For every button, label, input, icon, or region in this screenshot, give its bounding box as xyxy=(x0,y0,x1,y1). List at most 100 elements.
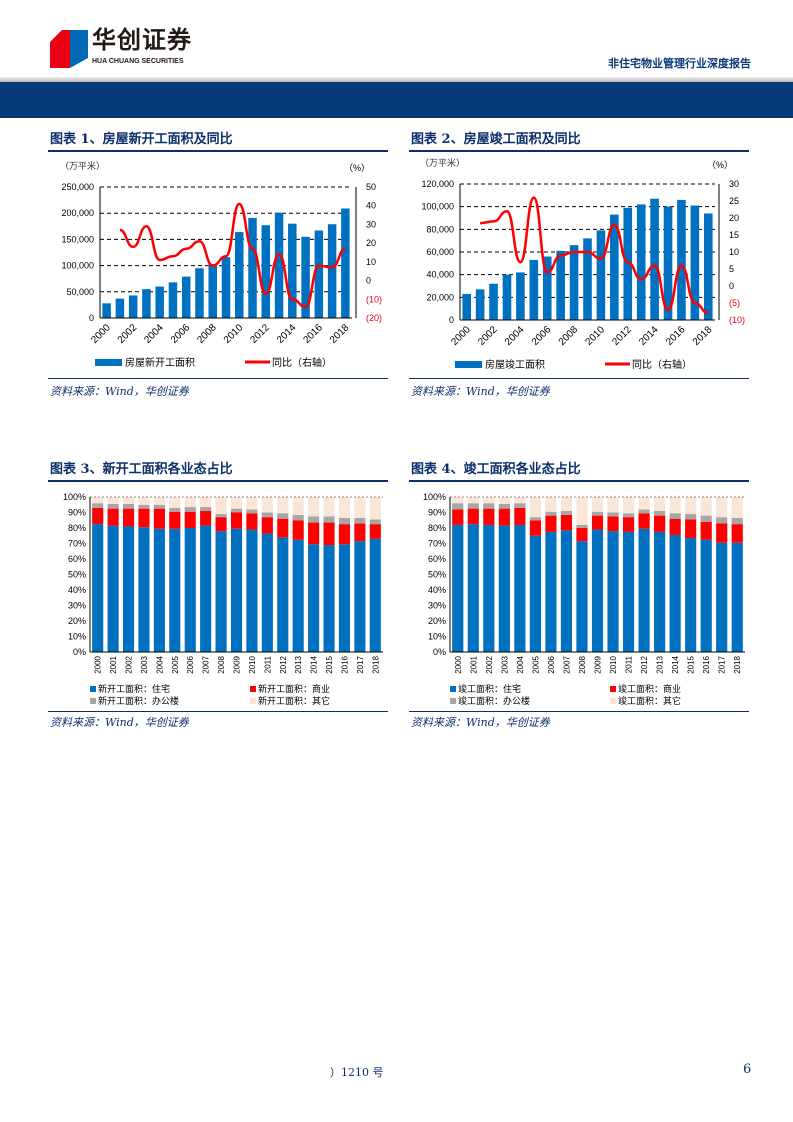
stack-segment xyxy=(452,509,464,525)
stack-segment xyxy=(200,510,212,526)
y-tick-label: 100% xyxy=(423,492,446,502)
x-tick-label: 2007 xyxy=(562,655,571,673)
stack-segment xyxy=(261,497,273,513)
y-tick-label: 10% xyxy=(68,632,86,642)
stack-segment xyxy=(545,511,557,516)
stack-segment xyxy=(607,531,619,652)
x-tick-label: 2018 xyxy=(328,322,352,346)
left-tick-label: 100,000 xyxy=(421,202,454,212)
bar xyxy=(596,230,606,320)
stack-segment xyxy=(354,541,366,652)
stack-segment xyxy=(700,515,712,522)
bar xyxy=(663,206,673,320)
stack-segment xyxy=(369,538,381,652)
stack-segment xyxy=(369,497,381,520)
divider xyxy=(48,711,388,712)
stack-segment xyxy=(338,544,350,652)
stack-segment xyxy=(483,524,495,652)
y-tick-label: 100% xyxy=(63,492,86,502)
stack-segment xyxy=(184,507,196,512)
x-tick-label: 2012 xyxy=(640,655,649,673)
right-axis-unit: （%） xyxy=(344,163,370,173)
bar xyxy=(301,236,310,318)
x-tick-label: 2014 xyxy=(310,655,319,673)
x-tick-label: 2002 xyxy=(116,322,140,346)
stack-segment xyxy=(483,497,495,504)
logo-text: 华创证券 xyxy=(92,26,192,54)
bar xyxy=(703,213,713,320)
y-tick-label: 80% xyxy=(68,523,86,533)
header-band xyxy=(0,82,793,118)
stack-segment xyxy=(529,517,541,521)
legend-swatch xyxy=(450,698,456,704)
stack-segment xyxy=(184,497,196,508)
bar xyxy=(208,264,217,318)
y-tick-label: 30% xyxy=(428,601,446,611)
bar xyxy=(475,289,485,320)
stack-segment xyxy=(731,517,743,525)
stack-segment xyxy=(92,497,104,504)
x-tick-label: 2003 xyxy=(140,655,149,673)
chart-1-title: 图表 1、房屋新开工面积及同比 xyxy=(50,132,233,147)
x-tick-label: 2013 xyxy=(656,655,665,673)
bar xyxy=(569,245,579,320)
y-tick-label: 80% xyxy=(428,523,446,533)
x-tick-label: 2008 xyxy=(578,655,587,673)
stack-segment xyxy=(369,524,381,539)
x-tick-label: 2002 xyxy=(476,324,500,348)
stack-segment xyxy=(467,503,479,509)
stack-segment xyxy=(731,542,743,652)
x-tick-label: 2001 xyxy=(109,655,118,673)
stack-segment xyxy=(107,497,119,504)
stack-segment xyxy=(261,512,273,518)
page-number: 6 xyxy=(743,1062,752,1077)
left-tick-label: 80,000 xyxy=(426,224,454,234)
chart-3: 0% 10% 20% 30% 40% 50% 60% 70% 80% 90% 100% 2000 200… xyxy=(63,492,383,706)
legend-label: 新开工面积：商业 xyxy=(258,683,330,694)
bar xyxy=(327,224,337,318)
stack-segment xyxy=(498,503,510,509)
stack-segment xyxy=(184,511,196,528)
report-title: 非住宅物业管理行业深度报告 xyxy=(608,57,751,70)
x-tick-label: 2004 xyxy=(503,324,527,348)
legend-bar-swatch xyxy=(455,361,482,368)
legend-label: 竣工面积：住宅 xyxy=(458,683,521,694)
x-tick-label: 2014 xyxy=(637,324,661,348)
stack-segment xyxy=(638,513,650,529)
stack-segment xyxy=(323,522,335,546)
bar xyxy=(155,286,164,318)
stack-segment xyxy=(452,524,464,652)
stack-segment xyxy=(591,529,604,652)
y-tick-label: 60% xyxy=(428,554,446,564)
y-tick-label: 40% xyxy=(68,585,86,595)
x-tick-label: 2016 xyxy=(340,655,349,673)
legend-swatch xyxy=(450,686,456,692)
left-tick-label: 150,000 xyxy=(61,234,94,244)
bar xyxy=(142,289,151,318)
stack-segment xyxy=(622,531,635,652)
bar xyxy=(261,225,271,318)
bar xyxy=(556,250,565,320)
right-tick-label: 10 xyxy=(729,247,739,257)
stack-segment xyxy=(654,497,666,511)
x-tick-label: 2018 xyxy=(691,324,715,348)
stack-segment xyxy=(576,528,588,542)
stack-segment xyxy=(200,507,212,511)
stack-segment xyxy=(369,519,381,525)
x-tick-label: 2006 xyxy=(547,655,556,673)
yoy-line xyxy=(480,196,709,315)
legend-line-label: 同比（右轴） xyxy=(632,358,692,371)
stack-segment xyxy=(452,503,464,510)
x-tick-label: 2011 xyxy=(263,655,272,673)
x-tick-label: 2008 xyxy=(557,324,581,348)
legend-swatch xyxy=(610,698,616,704)
stack-segment xyxy=(700,521,712,540)
x-tick-label: 2009 xyxy=(594,655,603,673)
divider xyxy=(409,150,749,152)
right-tick-label: 0 xyxy=(729,281,734,291)
stack-segment xyxy=(685,497,697,515)
left-tick-label: 200,000 xyxy=(61,208,94,218)
right-tick-label: 5 xyxy=(729,264,734,274)
stack-segment xyxy=(529,520,541,536)
stack-segment xyxy=(153,504,165,509)
